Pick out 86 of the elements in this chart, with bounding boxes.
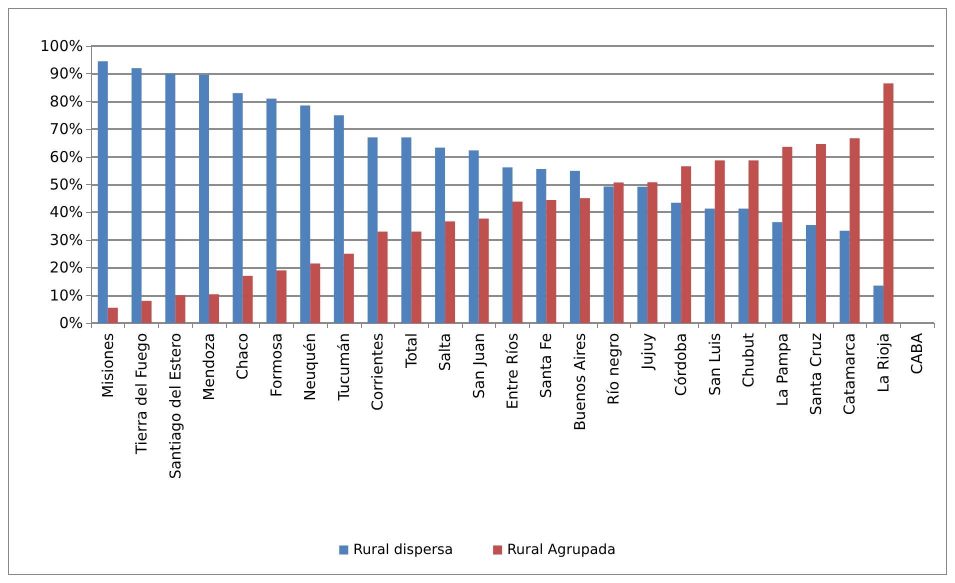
x-tick-label: Salta — [436, 333, 454, 371]
bar — [681, 166, 692, 323]
bar — [199, 74, 210, 323]
x-tick-label: CABA — [908, 332, 926, 374]
y-tick-label: 40% — [50, 203, 83, 222]
bar — [512, 202, 522, 323]
bar — [748, 160, 759, 323]
y-tick-label: 10% — [50, 286, 83, 304]
x-tick-label: Entre Ríos — [504, 332, 522, 410]
bar — [165, 74, 176, 323]
x-tick-label: Buenos Aires — [570, 332, 589, 431]
x-tick-label: San Luis — [706, 332, 724, 396]
bar — [411, 232, 422, 323]
y-tick-label: 90% — [50, 64, 83, 83]
x-tick-label: Córdoba — [672, 333, 690, 396]
x-tick-label: Catamarca — [840, 333, 859, 415]
bar — [604, 186, 614, 323]
bar — [772, 222, 782, 323]
bar — [209, 294, 220, 323]
x-tick-label: Chubut — [740, 332, 758, 388]
bar — [816, 144, 826, 323]
bar — [570, 170, 580, 323]
bar — [704, 208, 715, 323]
bar — [266, 98, 276, 323]
bar — [738, 208, 749, 323]
legend-label: Rural Agrupada — [507, 542, 616, 558]
bar — [344, 254, 354, 323]
bar — [614, 182, 624, 323]
bar — [435, 148, 446, 323]
x-tick-label: Mendoza — [200, 333, 218, 400]
bar — [536, 168, 546, 323]
y-tick-label: 60% — [50, 148, 83, 166]
bar — [175, 295, 186, 323]
x-tick-label: Río negro — [604, 333, 623, 405]
bar — [276, 270, 286, 323]
x-tick-label: Corrientes — [368, 332, 387, 411]
bar — [108, 308, 118, 323]
bar — [98, 61, 108, 323]
legend-label: Rural dispersa — [353, 542, 454, 558]
bar — [580, 198, 590, 323]
bar — [806, 224, 816, 323]
bar — [546, 200, 556, 323]
x-tick-label: Chaco — [234, 333, 252, 380]
x-tick-label: Tierra del Fuego — [132, 333, 151, 456]
x-tick-label: Jujuy — [638, 332, 656, 370]
y-tick-label: 30% — [50, 230, 83, 249]
bar — [310, 263, 320, 323]
bar — [883, 83, 894, 323]
x-tick-label: Santa Fe — [537, 333, 556, 398]
bar — [850, 138, 860, 323]
y-tick-label: 70% — [50, 120, 83, 138]
bar — [401, 137, 412, 323]
bar — [132, 68, 142, 323]
bar — [714, 160, 725, 323]
bar — [368, 137, 378, 323]
bar — [782, 146, 792, 323]
bar — [142, 300, 152, 323]
x-tick-label: Santiago del Estero — [166, 333, 184, 480]
y-tick-label: 80% — [50, 92, 83, 110]
bar — [671, 202, 682, 323]
x-tick-label: Neuquén — [301, 333, 320, 401]
bar — [502, 167, 512, 323]
x-tick-label: La Pampa — [773, 333, 792, 406]
bar — [445, 221, 456, 323]
bar — [840, 230, 850, 323]
bar — [232, 93, 243, 323]
bar — [334, 115, 344, 323]
bar — [478, 218, 489, 323]
bar — [637, 186, 648, 323]
x-tick-label: San Juan — [470, 333, 488, 399]
y-tick-label: 50% — [50, 176, 83, 194]
bar — [300, 106, 310, 323]
x-tick-label: Tucumán — [334, 333, 353, 402]
x-tick-label: Formosa — [267, 333, 286, 397]
y-tick-label: 20% — [50, 258, 83, 277]
y-tick-label: 100% — [40, 37, 83, 55]
x-tick-label: Misiones — [98, 332, 117, 398]
bar — [242, 276, 253, 323]
y-tick-label: 0% — [59, 314, 83, 332]
x-tick-label: Santa Cruz — [806, 332, 825, 416]
bar — [468, 150, 479, 323]
x-tick-label: La Rioja — [874, 333, 892, 392]
bar — [378, 232, 388, 323]
bar — [647, 182, 658, 323]
bar — [873, 286, 884, 323]
x-tick-label: Total — [402, 333, 420, 370]
